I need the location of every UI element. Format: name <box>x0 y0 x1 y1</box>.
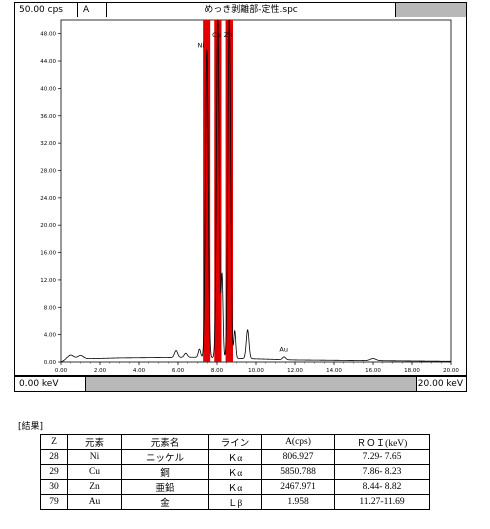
x-tick-label: 14.00 <box>326 368 342 374</box>
column-header-intensity: A(cps) <box>261 434 335 450</box>
energy-range-scrollbar[interactable] <box>86 377 416 391</box>
cell-roi: 7.86- 8.23 <box>334 464 430 480</box>
results-heading: [結果] <box>18 422 44 432</box>
table-row: 79 Au 金 Ｌβ 1.958 11.27-11.69 <box>40 494 430 510</box>
cell-intensity: 806.927 <box>261 449 335 465</box>
spectrum-file-name: めっき剥離部-定性.spc <box>204 5 298 15</box>
x-tick-label: 4.00 <box>133 368 146 374</box>
y-tick-label: 24.00 <box>40 196 56 202</box>
element-label-au: Au <box>279 346 288 354</box>
x-tick-label: 6.00 <box>172 368 185 374</box>
x-tick-label: 2.00 <box>94 368 107 374</box>
cell-element: Ni <box>67 449 122 465</box>
cell-element-name: 金 <box>121 494 209 510</box>
display-mode-label[interactable]: A <box>78 3 107 17</box>
x-tick-label: 16.00 <box>365 368 381 374</box>
x-tick-label: 0.00 <box>55 368 68 374</box>
roi-band-zn <box>225 20 233 362</box>
element-label-cu: Cu <box>212 31 221 39</box>
cell-line: Ｋα <box>208 464 262 480</box>
y-tick-label: 20.00 <box>40 223 56 229</box>
element-label-zn: Zn <box>224 31 233 39</box>
y-tick-label: 32.00 <box>40 141 56 147</box>
y-tick-label: 36.00 <box>40 114 56 120</box>
cell-element: Au <box>67 494 122 510</box>
cell-element-name: 銅 <box>121 464 209 480</box>
cell-element-name: 亜鉛 <box>121 479 209 495</box>
spectrum-plot-area[interactable]: 0.00 4.00 8.00 12.00 16.00 20.00 24.00 28.00 32.… <box>14 17 467 376</box>
column-header-line: ライン <box>208 434 262 450</box>
y-tick-label: 28.00 <box>40 168 56 174</box>
y-tick-label: 40.00 <box>40 86 56 92</box>
results-table: Z 元素 元素名 ライン A(cps) ＲＯＩ(keV) 28 Ni ニッケル … <box>40 434 430 510</box>
table-row: 30 Zn 亜鉛 Ｋα 2467.971 8.44- 8.82 <box>40 479 430 495</box>
roi-band-ni <box>203 20 211 362</box>
column-header-element-name: 元素名 <box>121 434 209 450</box>
x-tick-label: 20.00 <box>443 368 459 374</box>
cell-line: Ｋα <box>208 479 262 495</box>
cell-line: Ｋα <box>208 449 262 465</box>
cell-intensity: 2467.971 <box>261 479 335 495</box>
y-tick-label: 16.00 <box>40 251 56 257</box>
roi-band-cu <box>214 20 222 362</box>
results-header-row: Z 元素 元素名 ライン A(cps) ＲＯＩ(keV) <box>40 434 430 450</box>
cell-intensity: 1.958 <box>261 494 335 510</box>
x-tick-label: 8.00 <box>211 368 224 374</box>
spectrum-chart[interactable]: 0.00 4.00 8.00 12.00 16.00 20.00 24.00 28.00 32.… <box>15 17 466 375</box>
energy-max-label[interactable]: 20.00 keV <box>416 377 466 391</box>
column-header-z: Z <box>40 434 68 450</box>
y-tick-label: 4.00 <box>44 333 57 339</box>
table-row: 28 Ni ニッケル Ｋα 806.927 7.29- 7.65 <box>40 449 430 465</box>
cell-z: 30 <box>40 479 68 495</box>
column-header-roi: ＲＯＩ(keV) <box>334 434 430 450</box>
x-tick-label: 12.00 <box>287 368 303 374</box>
cell-element-name: ニッケル <box>121 449 209 465</box>
cell-line: Ｌβ <box>208 494 262 510</box>
plot-axes-frame <box>60 19 452 363</box>
vertical-scale-label[interactable]: 50.00 cps <box>15 3 78 17</box>
cell-element: Zn <box>67 479 122 495</box>
cell-z: 28 <box>40 449 68 465</box>
table-row: 29 Cu 銅 Ｋα 5850.788 7.86- 8.23 <box>40 464 430 480</box>
cell-intensity: 5850.788 <box>261 464 335 480</box>
cell-z: 29 <box>40 464 68 480</box>
header-blank-panel <box>395 3 466 17</box>
y-tick-label: 44.00 <box>40 59 56 65</box>
y-tick-label: 0.00 <box>44 360 57 366</box>
x-tick-label: 18.00 <box>404 368 420 374</box>
y-tick-label: 48.00 <box>40 32 56 38</box>
cell-roi: 7.29- 7.65 <box>334 449 430 465</box>
cell-roi: 11.27-11.69 <box>334 494 430 510</box>
spectrum-header-bar: 50.00 cps A めっき剥離部-定性.spc <box>14 2 467 18</box>
energy-range-bar: 0.00 keV 20.00 keV <box>14 376 467 392</box>
x-tick-label: 10.00 <box>248 368 264 374</box>
energy-min-label[interactable]: 0.00 keV <box>15 377 86 391</box>
cell-roi: 8.44- 8.82 <box>334 479 430 495</box>
element-label-ni: Ni <box>198 41 205 49</box>
cell-z: 79 <box>40 494 68 510</box>
cell-element: Cu <box>67 464 122 480</box>
y-tick-label: 8.00 <box>44 305 57 311</box>
column-header-element: 元素 <box>67 434 122 450</box>
y-tick-label: 12.00 <box>40 278 56 284</box>
spectrum-line <box>60 19 452 363</box>
